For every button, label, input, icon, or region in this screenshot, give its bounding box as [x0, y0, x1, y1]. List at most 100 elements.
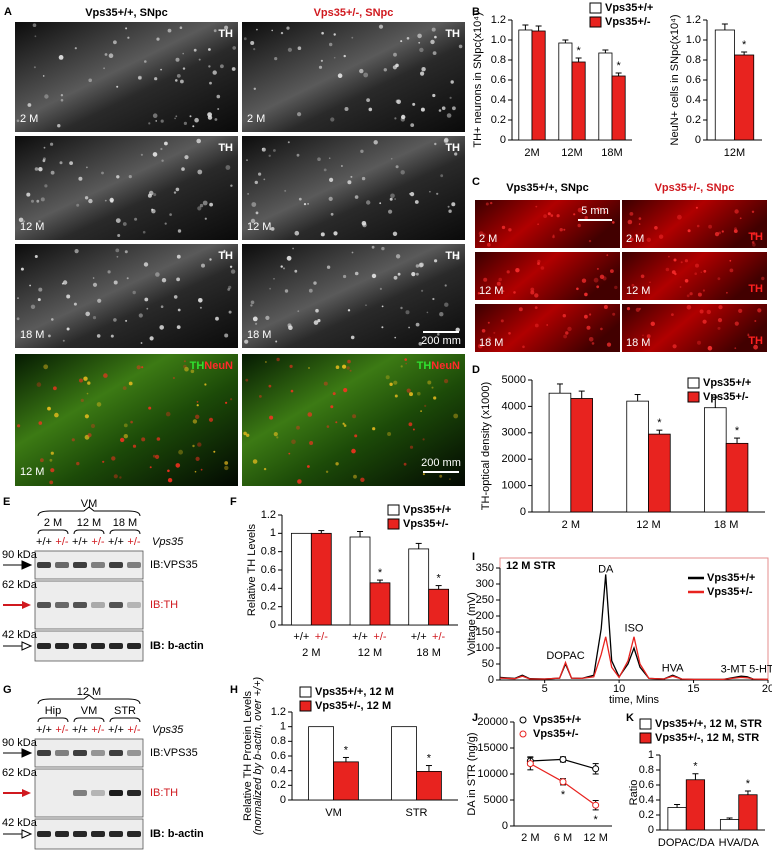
- cell-speckle: [213, 450, 216, 453]
- cell-speckle: [717, 277, 721, 281]
- cell-speckle: [120, 437, 125, 443]
- cell-speckle: [32, 23, 37, 28]
- micrograph: [15, 244, 238, 348]
- y-tick-label: 250: [476, 594, 494, 606]
- cell-speckle: [506, 270, 510, 274]
- cell-speckle: [209, 258, 212, 261]
- cell-speckle: [288, 452, 291, 455]
- bar: [719, 819, 740, 831]
- cell-speckle: [268, 154, 271, 157]
- blot-label: IB:VPS35: [150, 559, 198, 571]
- cell-speckle: [124, 250, 128, 254]
- cell-speckle: [317, 157, 321, 161]
- cell-speckle: [444, 137, 449, 143]
- group-label: 2 M: [44, 517, 62, 529]
- cell-speckle: [606, 254, 609, 257]
- cell-speckle: [250, 300, 255, 305]
- y-tick-label: 0.6: [491, 74, 506, 86]
- cell-speckle: [343, 424, 347, 427]
- blot-band: [73, 562, 87, 568]
- cell-speckle: [92, 282, 98, 287]
- cell-speckle: [584, 292, 588, 297]
- cell-speckle: [646, 237, 651, 242]
- row-label: 12 M: [20, 221, 44, 233]
- kda-label: 42 kDa: [2, 817, 38, 829]
- cell-speckle: [629, 237, 634, 242]
- significance: *: [735, 425, 740, 437]
- cell-speckle: [175, 463, 181, 468]
- cell-speckle: [419, 47, 424, 53]
- cell-speckle: [381, 305, 384, 308]
- cell-speckle: [406, 388, 411, 393]
- cell-speckle: [351, 36, 354, 39]
- cell-speckle: [42, 75, 45, 77]
- cell-speckle: [439, 312, 444, 317]
- legend-swatch: [519, 730, 527, 738]
- panel-letter: B: [472, 6, 480, 18]
- y-tick-label: 0.8: [491, 54, 506, 66]
- cell-speckle: [501, 225, 506, 230]
- cell-speckle: [373, 140, 378, 145]
- cell-speckle: [496, 281, 501, 286]
- y-tick-label: 0.2: [491, 114, 506, 126]
- y-tick-label: 0.2: [271, 779, 286, 791]
- cell-speckle: [224, 461, 229, 465]
- y-tick-label: 0.2: [686, 114, 701, 126]
- cell-speckle: [173, 295, 178, 299]
- cell-speckle: [335, 462, 339, 466]
- cell-speckle: [155, 272, 160, 277]
- blot-band: [73, 831, 87, 837]
- y-tick-label: 0: [648, 824, 654, 836]
- cell-speckle: [155, 454, 160, 459]
- cell-speckle: [180, 79, 184, 84]
- bar: [570, 398, 593, 513]
- cell-speckle: [199, 306, 202, 309]
- y-tick-label: 0.4: [639, 794, 654, 806]
- cell-speckle: [86, 392, 89, 395]
- x-tick-label: 10: [613, 683, 625, 695]
- blot-band: [109, 602, 123, 608]
- blot-band: [91, 831, 105, 837]
- cell-speckle: [232, 46, 236, 50]
- cell-speckle: [308, 367, 310, 369]
- cell-speckle: [33, 66, 36, 69]
- cell-speckle: [273, 278, 275, 280]
- cell-speckle: [721, 230, 724, 233]
- cell-speckle: [412, 102, 416, 106]
- micrograph: [475, 252, 620, 300]
- y-axis-sublabel: (normalized by b-actin, over +/+): [252, 676, 264, 835]
- row-label: 18 M: [479, 337, 503, 349]
- cell-speckle: [395, 63, 399, 68]
- legend-label: Vps35+/-: [403, 518, 449, 530]
- significance: *: [378, 567, 383, 579]
- cell-speckle: [199, 203, 204, 208]
- cell-speckle: [421, 67, 426, 72]
- cell-speckle: [400, 117, 405, 122]
- y-tick-label: 0: [500, 134, 506, 146]
- bar: [626, 400, 649, 513]
- cell-speckle: [563, 228, 566, 231]
- cell-speckle: [430, 39, 435, 45]
- cell-speckle: [668, 255, 670, 258]
- cell-speckle: [576, 287, 579, 291]
- cell-speckle: [444, 379, 449, 384]
- cell-speckle: [565, 331, 569, 335]
- cell-speckle: [178, 449, 184, 455]
- y-tick-label: 0: [270, 619, 276, 631]
- blot-band: [37, 750, 51, 756]
- legend-label: Vps35+/+, 12 M: [315, 686, 394, 698]
- arrow: [3, 641, 33, 651]
- cell-speckle: [440, 174, 444, 178]
- cell-speckle: [84, 196, 89, 200]
- cell-speckle: [530, 287, 535, 292]
- bar: [714, 29, 735, 141]
- cell-speckle: [230, 269, 236, 274]
- cell-speckle: [638, 223, 641, 225]
- cell-speckle: [726, 291, 728, 294]
- micrograph: [622, 200, 767, 248]
- cell-speckle: [175, 57, 180, 62]
- x-tick-label: 12 M: [636, 519, 660, 531]
- cell-speckle: [586, 325, 591, 330]
- cell-speckle: [450, 80, 454, 84]
- cell-speckle: [289, 364, 293, 368]
